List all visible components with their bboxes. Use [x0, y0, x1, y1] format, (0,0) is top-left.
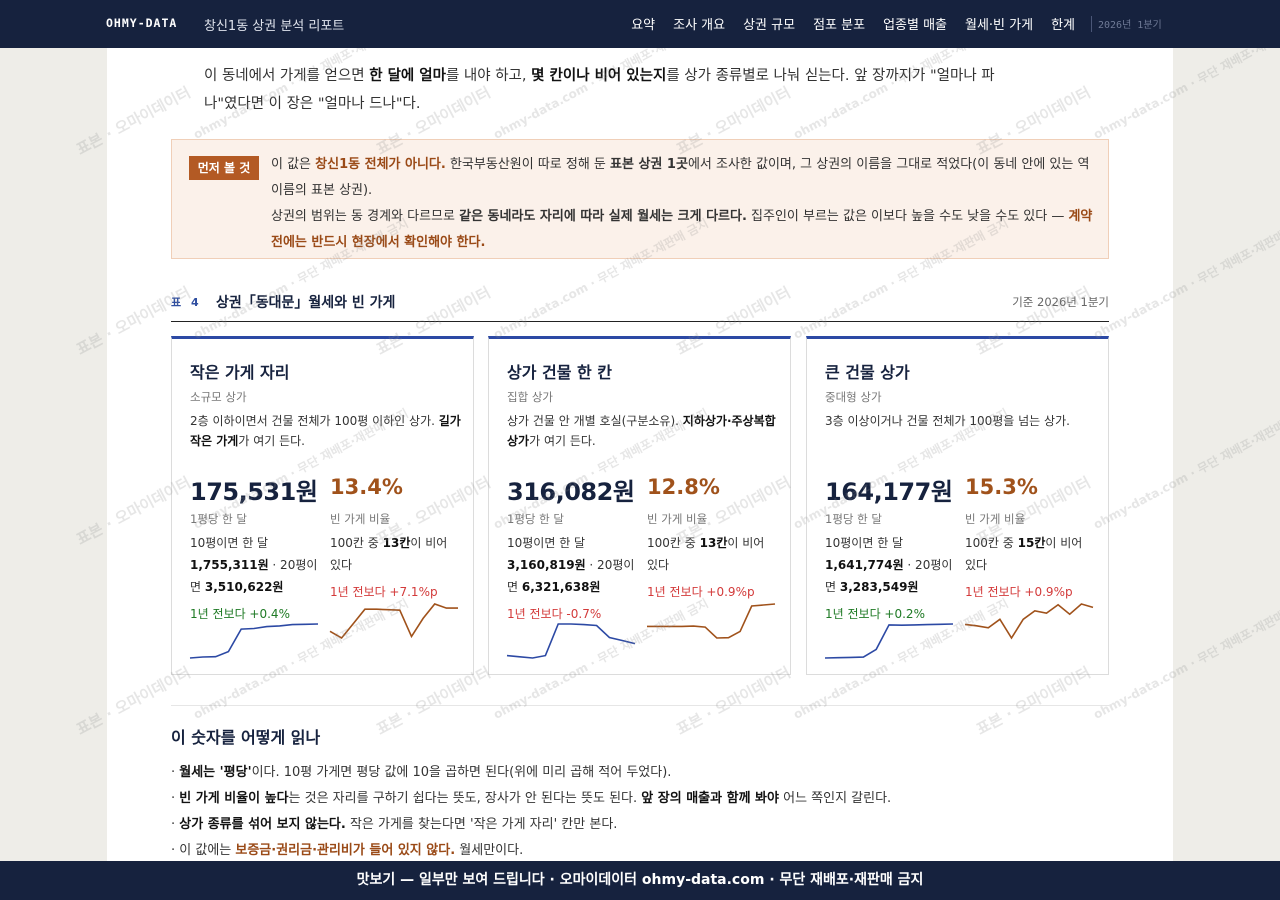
- rent-label: 1평당 한 달: [825, 512, 882, 526]
- rent-label: 1평당 한 달: [507, 512, 564, 526]
- rent-example: 10평이면 한 달 3,160,819원 · 20평이면 6,321,638원: [507, 536, 635, 594]
- rent-example: 10평이면 한 달 1,641,774원 · 20평이면 3,283,549원: [825, 536, 953, 594]
- vacancy-example: 100칸 중 13칸이 비어 있다: [647, 536, 765, 572]
- vacancy-trend-sparkline: [329, 603, 458, 640]
- rent-per-pyeong: 164,177원: [825, 478, 953, 506]
- howto-heading: 이 숫자를 어떻게 읽나: [171, 728, 321, 747]
- rent-change: 1년 전보다 +0.4%: [190, 607, 290, 621]
- vacancy-change: 1년 전보다 +7.1%p: [330, 585, 438, 599]
- vacancy-label: 빈 가게 비율: [330, 512, 391, 526]
- rent-trend-sparkline: [506, 623, 636, 659]
- vacancy-rate: 13.4%: [330, 475, 403, 499]
- rent-per-pyeong: 316,082원: [507, 478, 635, 506]
- card-subtitle: 중대형 상가: [825, 390, 882, 404]
- section-nav: 요약 조사 개요 상권 규모 점포 분포 업종별 매출 월세·빈 가게 한계 2…: [613, 14, 1172, 33]
- nav-link-overview[interactable]: 조사 개요: [673, 18, 726, 33]
- vacancy-change: 1년 전보다 +0.9%p: [965, 585, 1073, 599]
- top-navigation-bar: OHMY-DATA 창신1동 상권 분석 리포트 요약 조사 개요 상권 규모 …: [0, 0, 1280, 48]
- caution-text: 이 값은 창신1동 전체가 아니다. 한국부동산원이 따로 정해 둔 표본 상권…: [271, 157, 1093, 250]
- card-title: 상가 건물 한 칸: [507, 363, 613, 382]
- table-title: 상권「동대문」월세와 빈 가게: [216, 295, 396, 311]
- card-small-store: 작은 가게 자리 소규모 상가 2층 이하이면서 건물 전체가 100평 이하인…: [171, 336, 474, 675]
- sparkline-path: [189, 623, 319, 659]
- nav-link-summary[interactable]: 요약: [631, 18, 656, 33]
- list-item: · 이 값에는 보증금·권리금·관리비가 들어 있지 않다. 월세만이다.: [171, 843, 524, 858]
- quarter-label: 2026년 1분기: [1098, 20, 1162, 31]
- list-item: · 상가 종류를 섞어 보지 않는다. 작은 가게를 찾는다면 '작은 가게 자…: [171, 817, 618, 832]
- rent-change: 1년 전보다 +0.2%: [825, 607, 925, 621]
- rent-change: 1년 전보다 -0.7%: [507, 607, 602, 621]
- sparkline-path: [824, 623, 954, 659]
- card-large-building-store: 큰 건물 상가 중대형 상가 3층 이상이거나 건물 전체가 100평을 넘는 …: [806, 336, 1109, 675]
- vacancy-label: 빈 가게 비율: [965, 512, 1026, 526]
- rent-label: 1평당 한 달: [190, 512, 247, 526]
- list-item: · 빈 가게 비율이 높다는 것은 자리를 구하기 쉽다는 뜻도, 장사가 안 …: [171, 791, 892, 806]
- vacancy-label: 빈 가게 비율: [647, 512, 708, 526]
- card-description: 2층 이하이면서 건물 전체가 100평 이하인 상가. 길가 작은 가게가 여…: [190, 414, 461, 448]
- intro-paragraph: 이 동네에서 가게를 얻으면 한 달에 얼마를 내야 하고, 몇 칸이나 비어 …: [204, 68, 995, 112]
- sparkline-path: [964, 603, 1094, 640]
- vacancy-change: 1년 전보다 +0.9%p: [647, 585, 755, 599]
- list-item: · 월세는 '평당'이다. 10평 가게면 평당 값에 10을 곱하면 된다(위…: [171, 765, 672, 780]
- sparkline-path: [329, 603, 458, 640]
- rent-trend-sparkline: [189, 623, 319, 659]
- card-subtitle: 집합 상가: [507, 390, 553, 404]
- table-caption: 표 4 상권「동대문」월세와 빈 가게 기준 2026년 1분기: [171, 290, 1109, 322]
- card-description: 3층 이상이거나 건물 전체가 100평을 넘는 상가.: [825, 414, 1070, 428]
- sparkline-path: [506, 623, 636, 659]
- vacancy-trend-sparkline: [647, 603, 776, 639]
- vacancy-example: 100칸 중 13칸이 비어 있다: [330, 536, 448, 572]
- vacancy-example: 100칸 중 15칸이 비어 있다: [965, 536, 1083, 572]
- brand-logo[interactable]: OHMY-DATA: [106, 16, 178, 30]
- nav-link-store-distribution[interactable]: 점포 분포: [813, 18, 866, 33]
- vacancy-trend-sparkline: [964, 603, 1094, 640]
- rent-example: 10평이면 한 달 1,755,311원 · 20평이면 3,510,622원: [190, 536, 318, 594]
- caution-callout: 먼저 볼 것 이 값은 창신1동 전체가 아니다. 한국부동산원이 따로 정해 …: [171, 139, 1109, 259]
- rent-trend-sparkline: [824, 623, 954, 659]
- card-collective-store: 상가 건물 한 칸 집합 상가 상가 건물 안 개별 호실(구분소유). 지하상…: [488, 336, 791, 675]
- vacancy-rate: 12.8%: [647, 475, 720, 499]
- card-title: 큰 건물 상가: [825, 363, 910, 382]
- rent-per-pyeong: 175,531원: [190, 478, 318, 506]
- card-subtitle: 소규모 상가: [190, 390, 247, 404]
- caution-badge: 먼저 볼 것: [189, 156, 259, 180]
- report-title: 창신1동 상권 분석 리포트: [204, 19, 345, 34]
- nav-link-rent-vacancy[interactable]: 월세·빈 가게: [965, 18, 1034, 33]
- nav-link-limits[interactable]: 한계: [1051, 18, 1075, 33]
- nav-link-sales-by-industry[interactable]: 업종별 매출: [883, 18, 947, 33]
- nav-divider: [1091, 15, 1092, 32]
- nav-link-market-size[interactable]: 상권 규모: [743, 18, 796, 33]
- table-basis-date: 기준 2026년 1분기: [1012, 295, 1109, 309]
- footer-notice-bar: 맛보기 — 일부만 보여 드립니다 · 오마이데이터 ohmy-data.com…: [0, 861, 1280, 900]
- vacancy-rate: 15.3%: [965, 475, 1038, 499]
- sparkline-path: [647, 603, 776, 639]
- table-number: 표 4: [171, 296, 202, 309]
- section-divider: [171, 705, 1109, 706]
- card-title: 작은 가게 자리: [190, 363, 290, 382]
- card-description: 상가 건물 안 개별 호실(구분소유). 지하상가·주상복합 상가가 여기 든다…: [507, 414, 776, 448]
- howto-list: · 월세는 '평당'이다. 10평 가게면 평당 값에 10을 곱하면 된다(위…: [171, 760, 1109, 864]
